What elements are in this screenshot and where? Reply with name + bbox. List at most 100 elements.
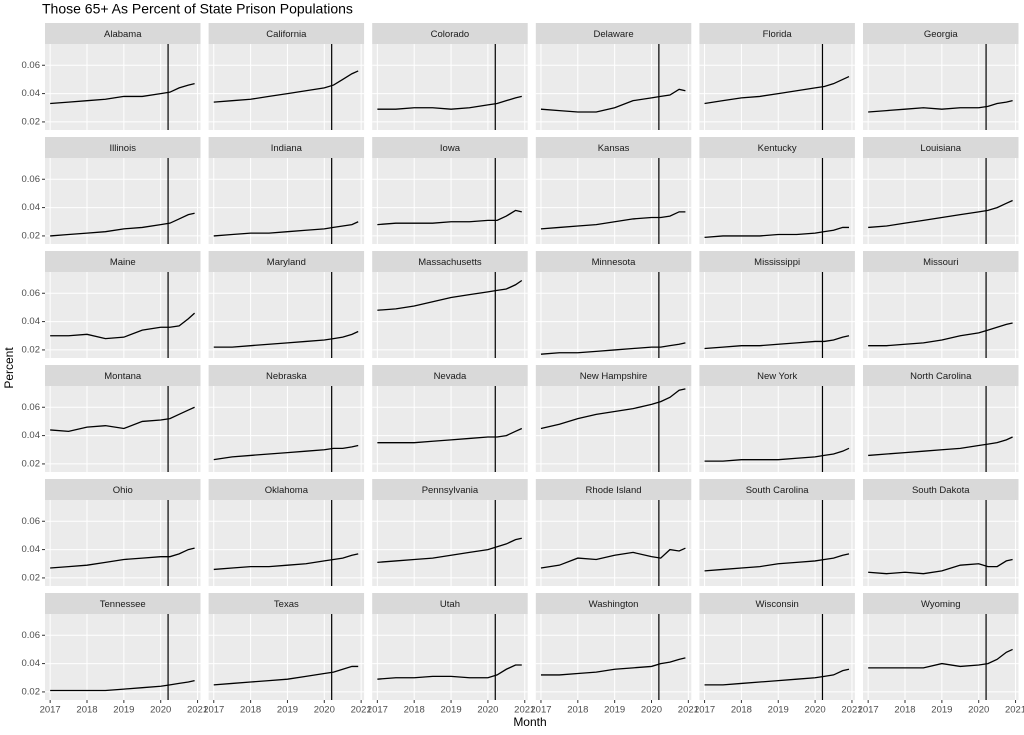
y-tick-label: 0.04 [22,544,41,555]
strip [208,251,365,272]
strip-label: Massachusetts [418,257,482,268]
panel [45,386,201,472]
data-line [868,648,1013,669]
strip-label: New Hampshire [580,371,648,382]
data-line [704,75,850,105]
data-line [540,211,686,230]
chart-title: Those 65+ As Percent of State Prison Pop… [42,1,353,17]
panel [535,614,692,700]
panel [372,614,528,700]
strip-label: Tennessee [100,599,146,610]
panel [535,44,692,130]
strip [372,593,528,614]
strip-label: Delaware [593,29,633,40]
panel [699,500,855,586]
data-line [377,279,523,311]
strip-label: Rhode Island [586,485,642,496]
strip [535,593,692,614]
data-line [377,427,523,444]
x-tick-label: 2021 [841,705,862,716]
x-tick-label: 2019 [931,705,952,716]
x-tick-label: 2018 [894,705,915,716]
strip [699,365,855,386]
strip [208,365,365,386]
x-tick-label: 2017 [858,705,879,716]
x-tick-label: 2020 [641,705,662,716]
strip [699,251,855,272]
strip-label: Nevada [434,371,467,382]
y-tick-label: 0.06 [22,288,41,299]
y-tick-label: 0.02 [22,686,41,697]
panel [535,386,692,472]
panel [372,500,528,586]
data-line [868,436,1013,457]
strip-label: Pennsylvania [422,485,479,496]
strip [863,137,1019,158]
panel [372,272,528,358]
data-line [213,330,359,348]
data-line [213,665,359,686]
x-tick-label: 2020 [805,705,826,716]
strip [45,479,201,500]
panel [208,272,365,358]
x-tick-label: 2020 [150,705,171,716]
strip-label: Florida [763,29,793,40]
data-line [704,226,849,238]
data-line [540,547,686,569]
data-line [540,342,686,355]
panel [535,272,692,358]
data-line [868,558,1013,575]
x-tick-label: 2018 [76,705,97,716]
strip-label: Missouri [923,257,958,268]
panel [372,386,528,472]
data-line [704,335,850,350]
strip-label: Oklahoma [265,485,309,496]
strip [372,365,528,386]
y-tick-label: 0.04 [22,658,41,669]
strip-label: Illinois [110,143,137,154]
y-tick-label: 0.06 [22,402,41,413]
x-tick-label: 2019 [440,705,461,716]
strip-label: Colorado [431,29,470,40]
strip [535,251,692,272]
panel [535,500,692,586]
y-tick-label: 0.04 [22,430,41,441]
data-line [213,70,359,103]
strip [699,593,855,614]
strip [45,137,201,158]
y-tick-label: 0.02 [22,572,41,583]
strip [45,593,201,614]
strip [863,479,1019,500]
strip [208,23,365,44]
x-tick-label: 2018 [404,705,425,716]
strip-label: South Carolina [746,485,810,496]
strip [372,137,528,158]
x-tick-label: 2021 [187,705,208,716]
panel [45,272,201,358]
y-tick-label: 0.06 [22,630,41,641]
strip [863,593,1019,614]
x-tick-label: 2017 [367,705,388,716]
strip-label: Maryland [267,257,306,268]
x-tick-label: 2021 [514,705,535,716]
strip [45,365,201,386]
strip-label: Minnesota [592,257,637,268]
panel [372,158,528,244]
strip-label: Texas [274,599,299,610]
panel [45,614,201,700]
panel [699,158,855,244]
data-line [704,668,850,686]
panel [208,500,365,586]
panel [699,614,855,700]
data-line [50,679,195,692]
strip-label: Utah [440,599,460,610]
y-tick-label: 0.06 [22,174,41,185]
x-tick-label: 2019 [113,705,134,716]
strip-label: North Carolina [910,371,972,382]
strip [535,479,692,500]
strip [699,23,855,44]
strip [208,593,365,614]
data-line [868,322,1013,347]
x-tick-label: 2018 [240,705,261,716]
panel [863,614,1019,700]
